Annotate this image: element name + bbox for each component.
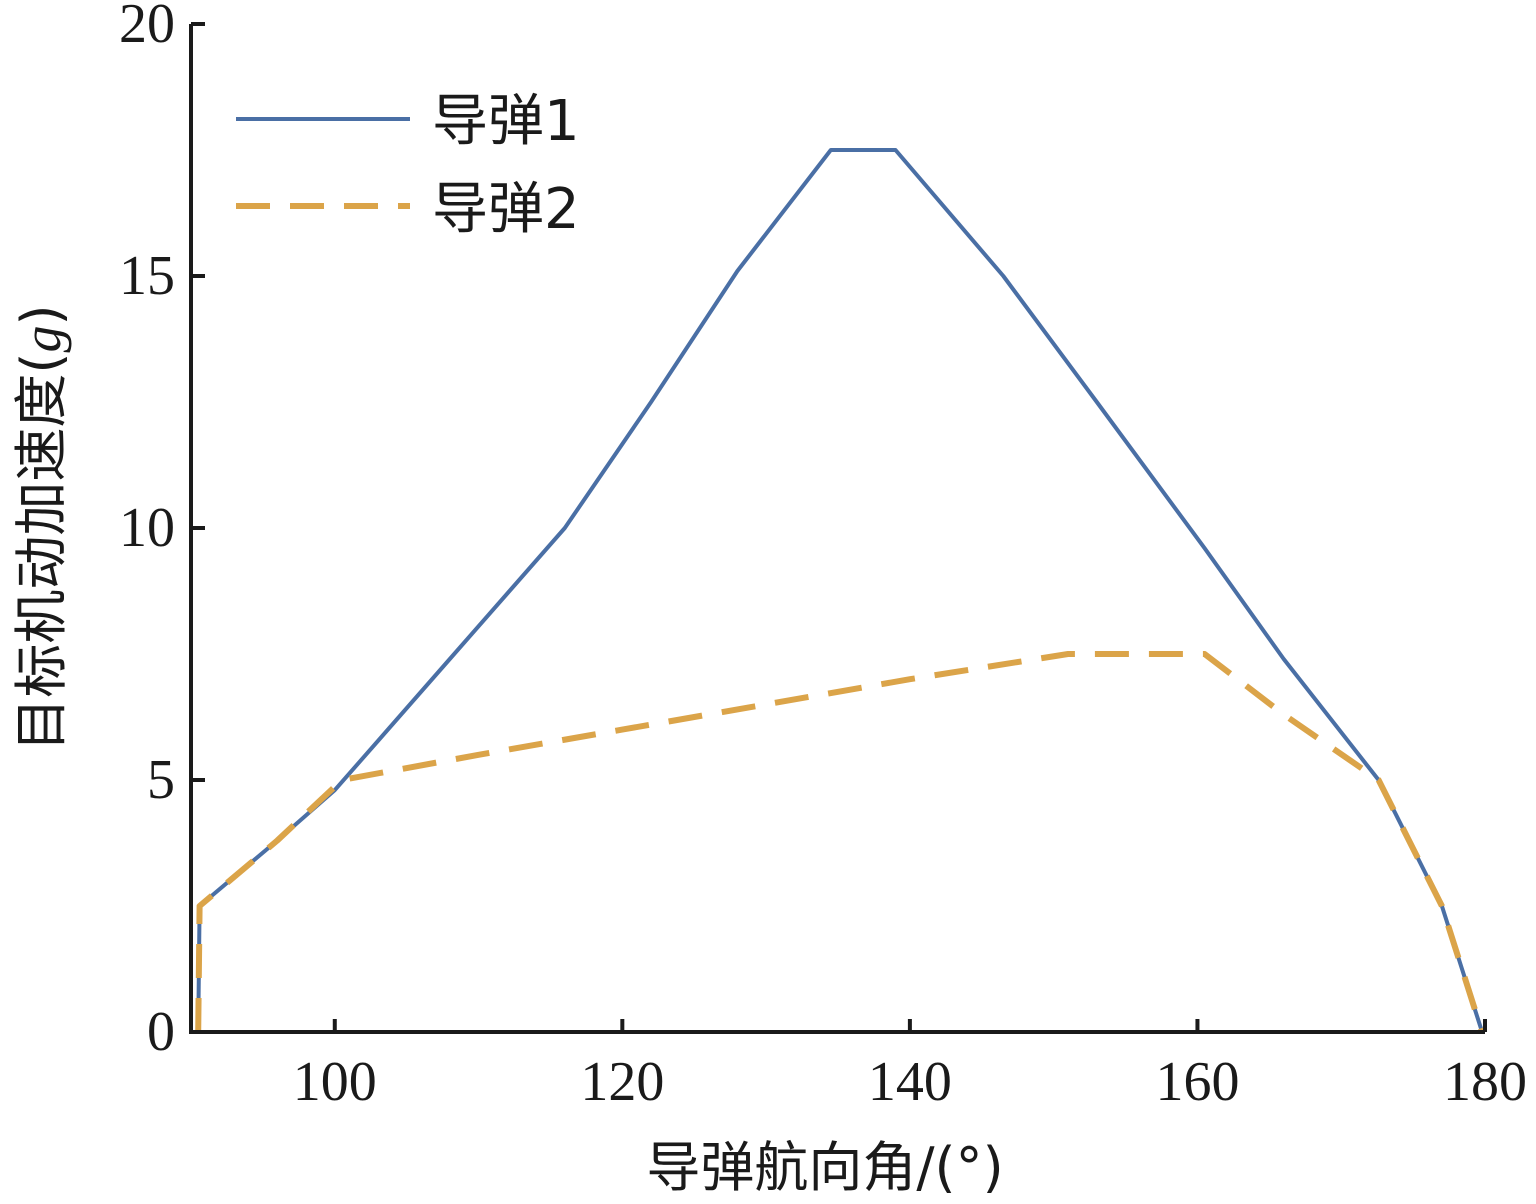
- y-tick-label: 20: [119, 0, 175, 55]
- y-tick-label: 15: [119, 245, 175, 307]
- series-layer: [195, 148, 1485, 1033]
- ticks: 100 120 140 160 180 0 5 10 15 20: [119, 0, 1527, 1113]
- x-tick-label: 180: [1443, 1051, 1527, 1113]
- y-axis-title-unit: g: [12, 326, 72, 353]
- axes: [189, 24, 1485, 1034]
- legend-label-series-2: 导弹2: [432, 177, 580, 242]
- x-tick-label: 100: [293, 1051, 377, 1113]
- series-line-1: [196, 148, 1485, 1033]
- x-tick-label: 140: [868, 1051, 952, 1113]
- series-line-2: [195, 651, 1485, 1033]
- x-tick-label: 120: [580, 1051, 664, 1113]
- x-axis-title: 导弹航向角/(°): [646, 1136, 1003, 1199]
- legend: 导弹1 导弹2: [236, 89, 580, 242]
- y-axis-title: 目标机动加速度(g): [10, 304, 73, 751]
- y-tick-label: 5: [147, 749, 175, 811]
- y-axis-title-main: 目标机动加速度(: [10, 353, 73, 752]
- y-axis-title-close: ): [10, 304, 73, 325]
- y-tick-label: 10: [119, 497, 175, 559]
- x-tick-label: 160: [1155, 1051, 1239, 1113]
- y-tick-label: 0: [147, 1001, 175, 1063]
- legend-label-series-1: 导弹1: [432, 89, 580, 154]
